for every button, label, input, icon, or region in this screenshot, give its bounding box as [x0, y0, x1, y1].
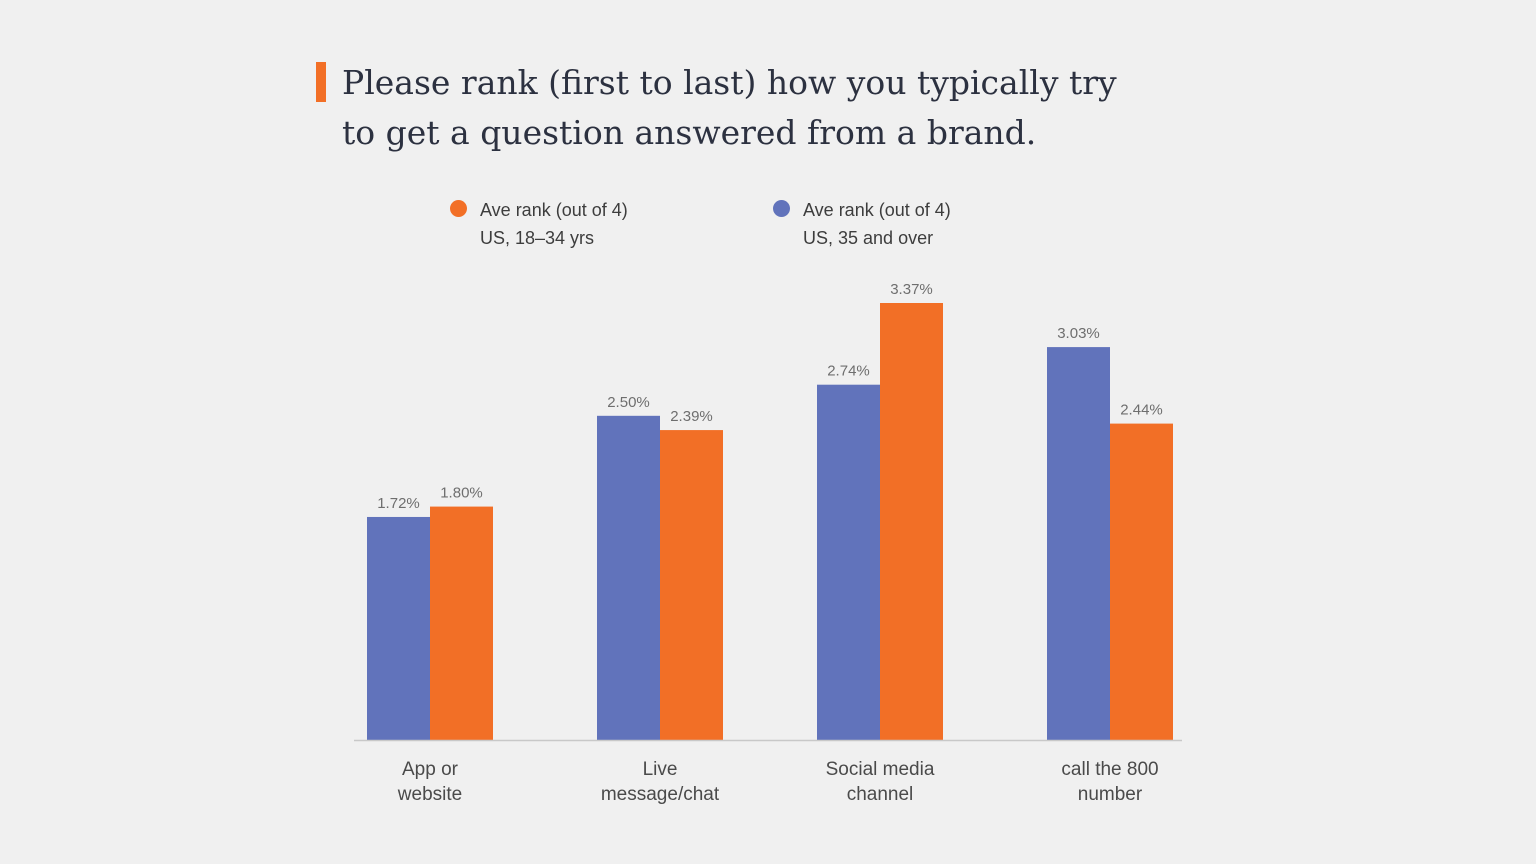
bar-orange-2 — [880, 303, 943, 740]
data-label: 3.37% — [890, 281, 933, 298]
category-label: message/chat — [601, 784, 720, 805]
data-label: 1.80% — [440, 485, 483, 502]
bar-orange-0 — [430, 506, 493, 740]
bar-blue-0 — [367, 516, 430, 740]
category-label: website — [397, 784, 462, 805]
legend-label-line-1: Ave rank (out of 4) — [803, 200, 951, 220]
legend-item-18-34: Ave rank (out of 4) US, 18–34 yrs — [450, 196, 628, 252]
bar-blue-3 — [1047, 347, 1110, 740]
chart-title-line-1: Please rank (first to last) how you typi… — [342, 63, 1117, 102]
bar-orange-3 — [1110, 423, 1173, 740]
category-label: Live — [643, 759, 678, 780]
legend-item-35-over: Ave rank (out of 4) US, 35 and over — [773, 196, 951, 252]
category-label: number — [1078, 784, 1143, 805]
legend-label-line-1: Ave rank (out of 4) — [480, 200, 628, 220]
category-label: App or — [402, 759, 459, 780]
legend-dot-orange — [450, 200, 467, 217]
bar-orange-1 — [660, 430, 723, 740]
chart-title-line-2: to get a question answered from a brand. — [342, 113, 1037, 152]
data-label: 2.50% — [607, 394, 650, 411]
data-label: 2.44% — [1120, 402, 1163, 419]
title-accent-bar — [316, 62, 326, 102]
legend-dot-blue — [773, 200, 790, 217]
category-label: Social media — [826, 759, 935, 780]
bar-blue-1 — [597, 415, 660, 740]
bar-blue-2 — [817, 384, 880, 740]
category-label: call the 800 — [1061, 759, 1158, 780]
data-label: 2.74% — [827, 363, 870, 380]
legend-label-line-2: US, 35 and over — [803, 228, 934, 248]
data-label: 1.72% — [377, 495, 420, 512]
data-label: 2.39% — [670, 408, 713, 425]
legend-label-line-2: US, 18–34 yrs — [480, 228, 595, 248]
data-label: 3.03% — [1057, 325, 1100, 342]
chart-title: Please rank (first to last) how you typi… — [342, 58, 1117, 158]
category-label: channel — [847, 784, 914, 805]
